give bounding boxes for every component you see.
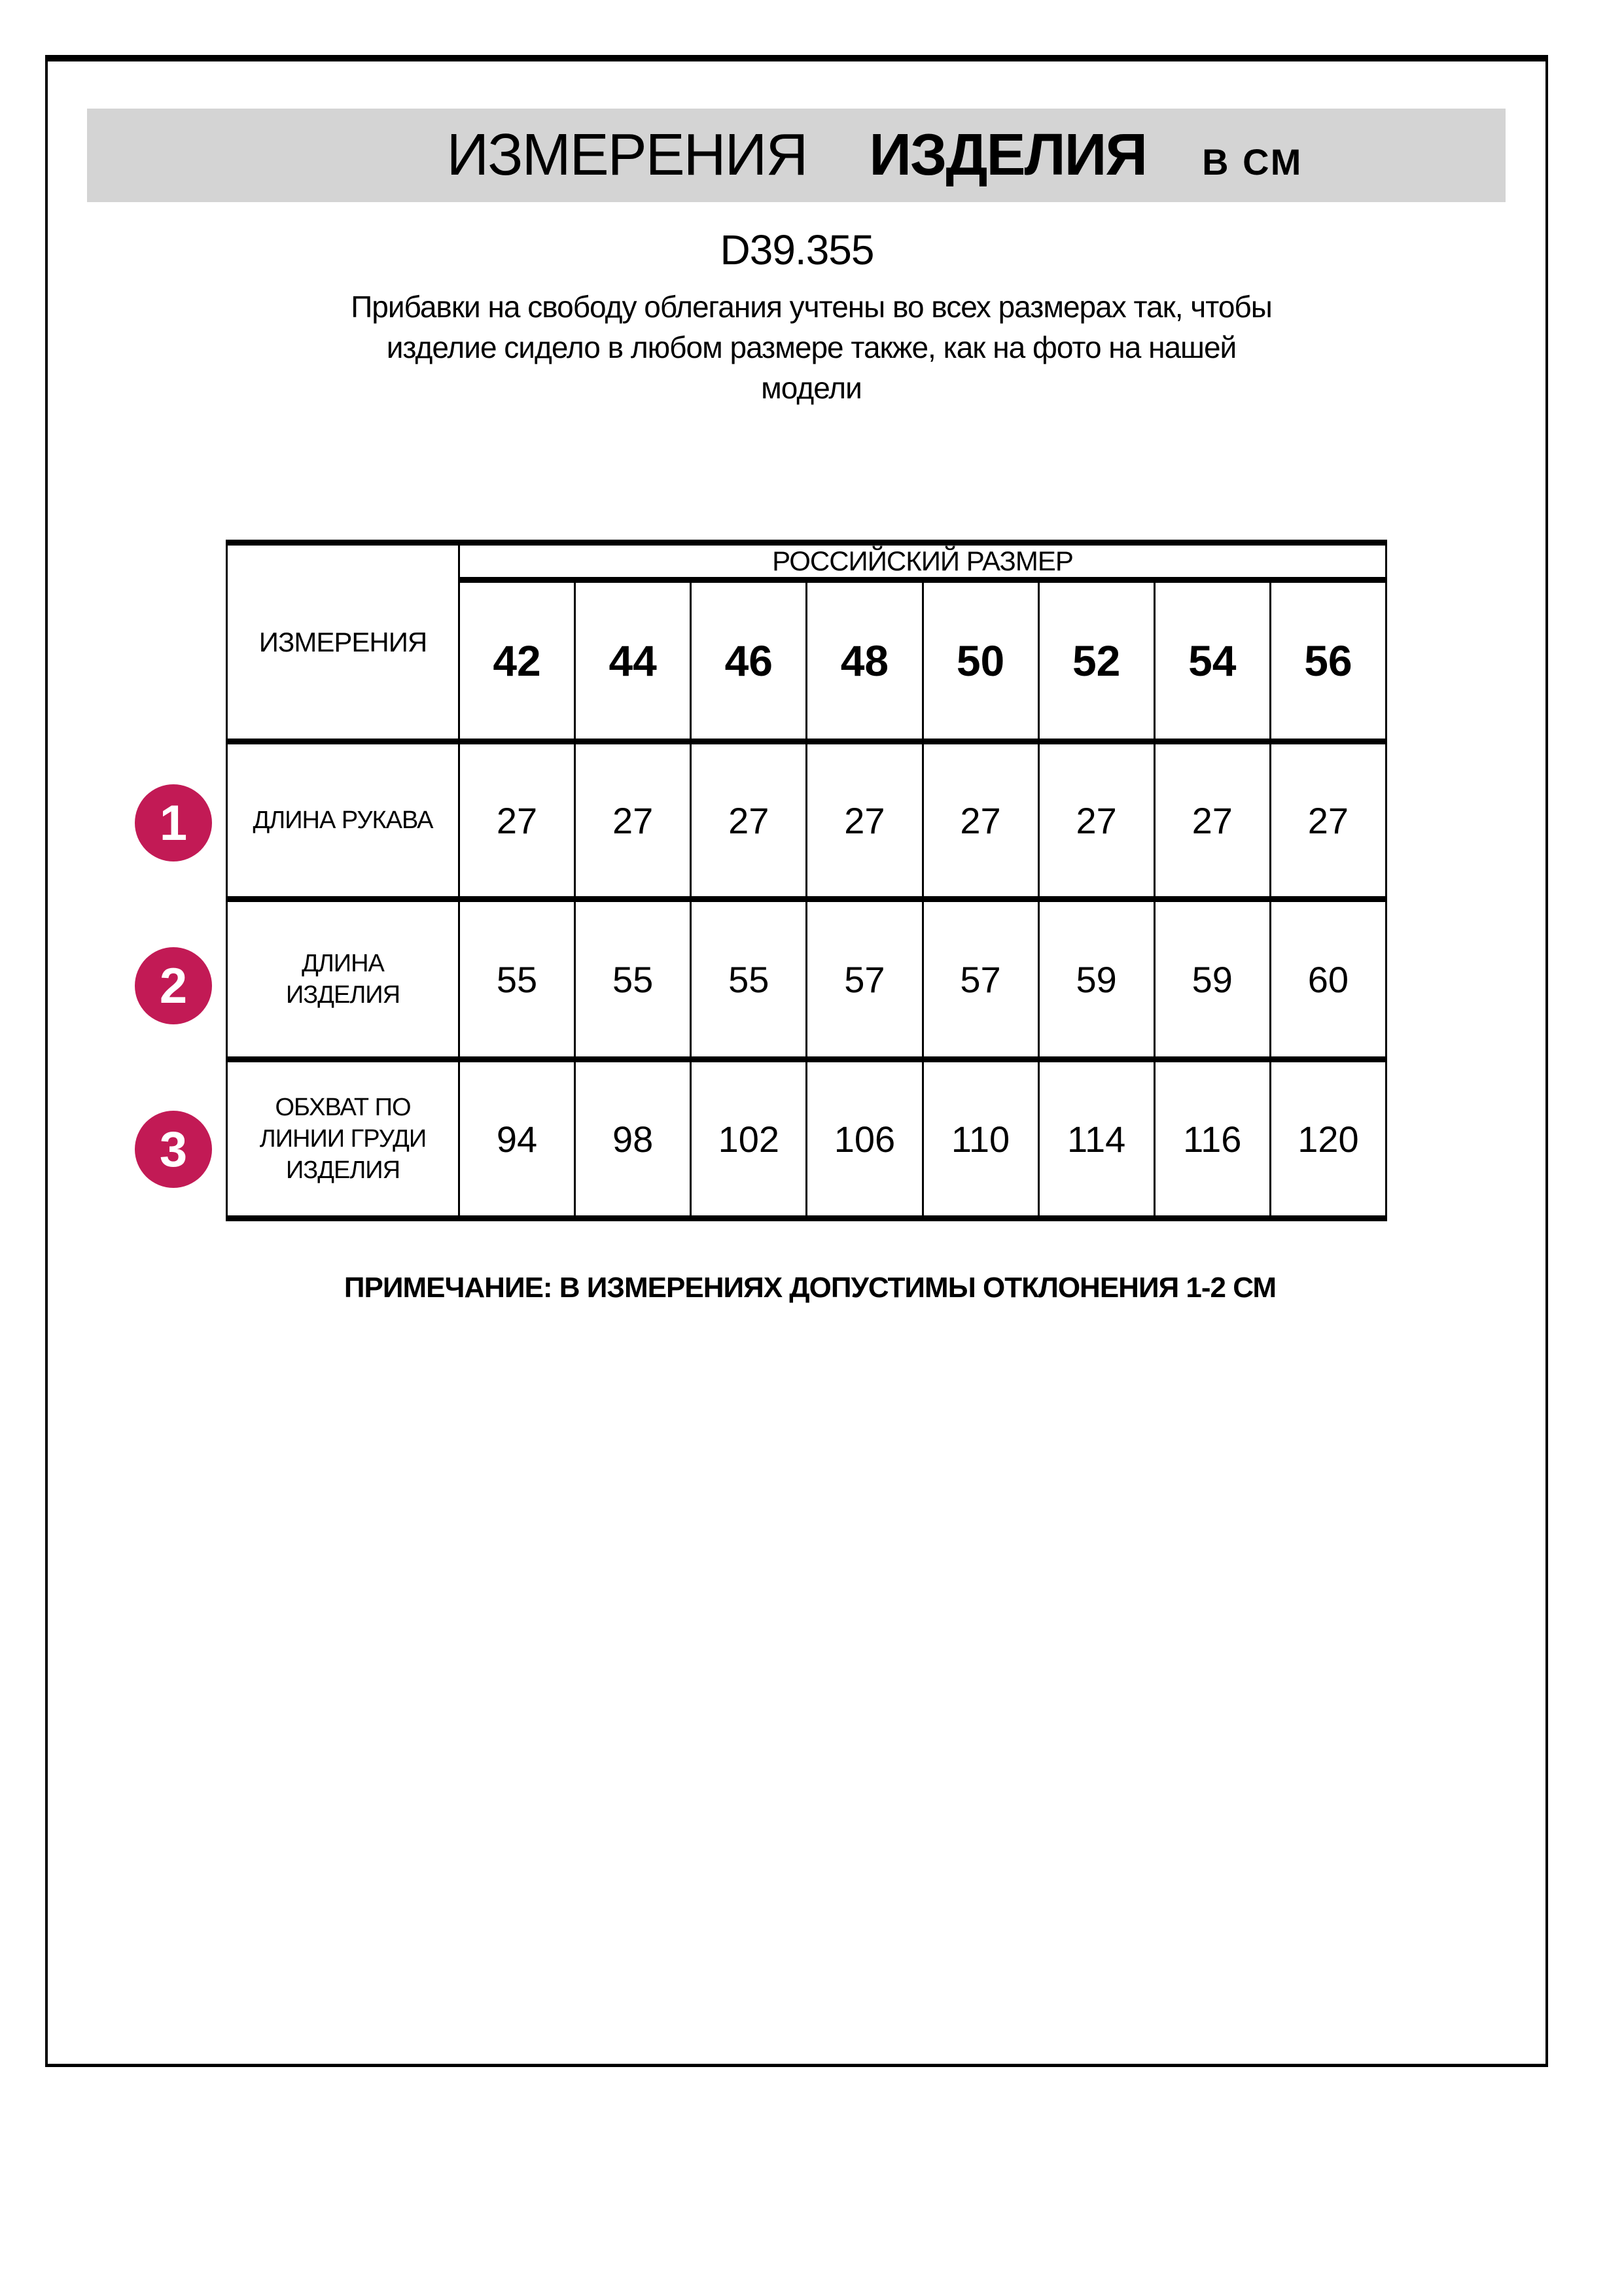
table-sizes-row: 42 44 46 48 50 52 54 56 bbox=[227, 577, 1388, 744]
value-cell: 114 bbox=[1037, 1056, 1156, 1221]
title-bar: ИЗМЕРЕНИЯ ИЗДЕЛИЯ В СМ bbox=[87, 109, 1506, 202]
corner-header-cell: ИЗМЕРЕНИЯ bbox=[226, 540, 460, 744]
page-title: ИЗМЕРЕНИЯ ИЗДЕЛИЯ В СМ bbox=[447, 122, 1303, 189]
table-group-header-row: ИЗМЕРЕНИЯ РОССИЙСКИЙ РАЗМЕР bbox=[226, 540, 1387, 744]
size-header-cell: 42 bbox=[457, 577, 576, 744]
product-code: D39.355 bbox=[720, 226, 875, 273]
value-cell: 27 bbox=[805, 739, 924, 902]
value-cell: 27 bbox=[1153, 739, 1271, 902]
value-cell: 55 bbox=[574, 896, 692, 1062]
value-cell: 55 bbox=[690, 896, 808, 1062]
value-cell: 102 bbox=[690, 1056, 808, 1221]
size-header-cell: 52 bbox=[1037, 577, 1156, 744]
value-cell: 57 bbox=[921, 896, 1040, 1062]
table-row-item-length: ДЛИНА ИЗДЕЛИЯ 55 55 55 57 57 59 59 60 bbox=[226, 896, 1388, 1062]
title-unit-cm: В СМ bbox=[1202, 141, 1303, 183]
size-header-cell: 56 bbox=[1269, 577, 1388, 744]
group-header-cell: РОССИЙСКИЙ РАЗМЕР bbox=[458, 540, 1387, 583]
title-word-measurements: ИЗМЕРЕНИЯ bbox=[446, 122, 809, 188]
value-cell: 59 bbox=[1037, 896, 1156, 1062]
table-row-sleeve-length: ДЛИНА РУКАВА 27 27 27 27 27 27 27 27 bbox=[226, 739, 1388, 902]
page-border bbox=[45, 55, 1548, 2067]
value-cell: 27 bbox=[921, 739, 1040, 902]
value-cell: 55 bbox=[457, 896, 576, 1062]
value-cell: 110 bbox=[921, 1056, 1040, 1221]
fit-description: Прибавки на свободу облегания учтены во … bbox=[351, 290, 1273, 405]
value-cell: 27 bbox=[690, 739, 808, 902]
row-label-cell: ОБХВАТ ПО ЛИНИИ ГРУДИ ИЗДЕЛИЯ bbox=[226, 1056, 460, 1221]
tolerance-note: ПРИМЕЧАНИЕ: В ИЗМЕРЕНИЯХ ДОПУСТИМЫ ОТКЛО… bbox=[344, 1272, 1277, 1304]
row-label-cell: ДЛИНА РУКАВА bbox=[226, 739, 460, 902]
row-label-cell: ДЛИНА ИЗДЕЛИЯ bbox=[226, 896, 460, 1062]
value-cell: 94 bbox=[457, 1056, 576, 1221]
size-header-cell: 44 bbox=[574, 577, 692, 744]
value-cell: 120 bbox=[1269, 1056, 1388, 1221]
row-number-badge-1: 1 bbox=[135, 784, 212, 861]
value-cell: 27 bbox=[457, 739, 576, 902]
row-number-badge-3: 3 bbox=[135, 1111, 212, 1188]
size-header-cell: 50 bbox=[921, 577, 1040, 744]
table-row-chest-girth: ОБХВАТ ПО ЛИНИИ ГРУДИ ИЗДЕЛИЯ 94 98 102 … bbox=[226, 1056, 1388, 1221]
value-cell: 27 bbox=[1037, 739, 1156, 902]
value-cell: 60 bbox=[1269, 896, 1388, 1062]
size-header-cell: 46 bbox=[690, 577, 808, 744]
value-cell: 27 bbox=[1269, 739, 1388, 902]
value-cell: 106 bbox=[805, 1056, 924, 1221]
value-cell: 57 bbox=[805, 896, 924, 1062]
size-header-cell: 54 bbox=[1153, 577, 1271, 744]
value-cell: 116 bbox=[1153, 1056, 1271, 1221]
value-cell: 98 bbox=[574, 1056, 692, 1221]
size-table: ИЗМЕРЕНИЯ РОССИЙСКИЙ РАЗМЕР 42 44 46 48 … bbox=[226, 540, 1388, 1221]
title-word-product: ИЗДЕЛИЯ bbox=[869, 122, 1148, 188]
value-cell: 59 bbox=[1153, 896, 1271, 1062]
value-cell: 27 bbox=[574, 739, 692, 902]
size-header-cell: 48 bbox=[805, 577, 924, 744]
row-number-badge-2: 2 bbox=[135, 947, 212, 1024]
